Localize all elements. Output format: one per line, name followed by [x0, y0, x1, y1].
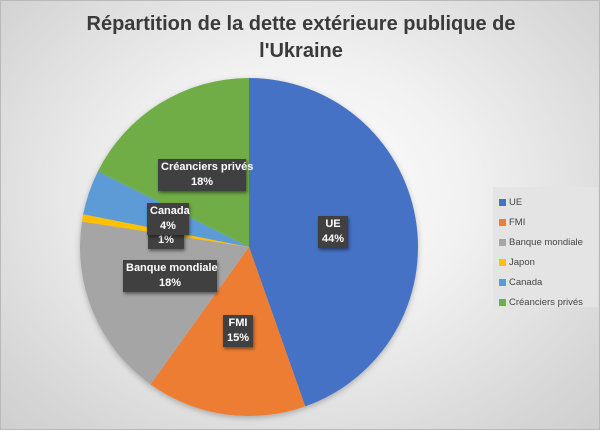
label-value: 18%: [190, 176, 214, 188]
swatch-icon: [499, 198, 506, 206]
label-name: Banque mondiale: [126, 262, 218, 274]
legend-item-canada: Canada: [499, 275, 542, 289]
legend-item-fmi: FMI: [499, 215, 525, 229]
legend-label: Japon: [509, 256, 535, 268]
label-name: FMI: [228, 317, 248, 329]
legend-item-bm: Banque mondiale: [499, 235, 583, 249]
label-value: 15%: [226, 332, 250, 344]
data-label-prives: Créanciers privés 18%: [158, 159, 254, 191]
legend-item-prives: Créanciers privés: [499, 295, 583, 309]
swatch-icon: [499, 238, 506, 246]
label-value: 18%: [158, 277, 182, 289]
legend: UE FMI Banque mondiale Japon Canada Créa…: [493, 187, 598, 309]
chart-title: Répartition de la dette extérieure publi…: [86, 13, 516, 62]
label-name: UE: [325, 218, 341, 230]
label-value: 4%: [160, 220, 176, 232]
label-value: 1%: [158, 234, 174, 246]
data-label-bm: Banque mondiale 18%: [123, 260, 218, 292]
legend-label: Banque mondiale: [509, 236, 583, 248]
legend-label: Canada: [509, 276, 543, 288]
legend-item-ue: UE: [499, 195, 522, 209]
data-label-canada: Canada 4%: [147, 203, 190, 235]
swatch-icon: [499, 258, 506, 266]
label-value: 44%: [321, 233, 345, 245]
data-label-ue: UE 44%: [318, 216, 348, 248]
swatch-icon: [499, 278, 506, 286]
label-name: Créanciers privés: [161, 161, 254, 173]
swatch-icon: [499, 298, 506, 306]
label-name: Canada: [150, 205, 190, 217]
swatch-icon: [499, 218, 506, 226]
legend-label: UE: [509, 196, 523, 208]
legend-label: Créanciers privés: [509, 296, 583, 308]
data-label-fmi: FMI 15%: [223, 315, 253, 347]
legend-item-japon: Japon: [499, 255, 535, 269]
data-label-japon: 1%: [148, 232, 184, 249]
legend-label: FMI: [509, 216, 526, 228]
